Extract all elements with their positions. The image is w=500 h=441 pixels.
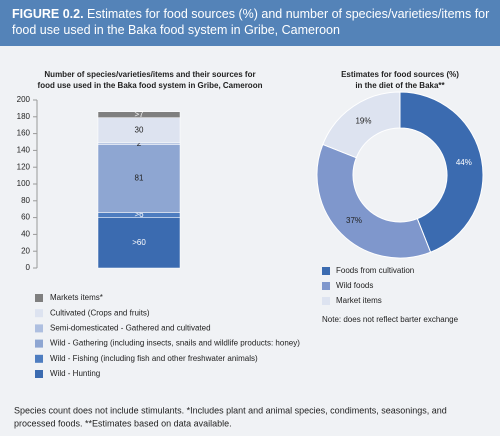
y-tick-label: 0 [26, 263, 31, 272]
footnote: Species count does not include stimulant… [14, 405, 447, 415]
y-tick-label: 80 [21, 196, 30, 205]
legend-swatch [35, 324, 43, 333]
note: Note: does not reflect barter exchange [322, 315, 459, 324]
y-tick-label: 60 [21, 213, 30, 222]
y-tick-label: 140 [17, 146, 31, 155]
header-band [0, 0, 500, 46]
legend-label: Wild - Gathering (including insects, sna… [50, 339, 300, 348]
value-label: 2 [137, 139, 142, 148]
bar-segment [97, 144, 181, 213]
legend-swatch [322, 297, 330, 305]
legend-label: Markets items* [50, 293, 103, 302]
value-label: 37% [346, 216, 362, 225]
legend-swatch [322, 267, 330, 275]
y-tick-label: 160 [17, 129, 31, 138]
chart-title: Number of species/varieties/items and th… [44, 70, 255, 79]
value-label: >60 [132, 238, 146, 247]
y-tick-label: 120 [17, 162, 31, 171]
chart-title: Estimates for food sources (%) [341, 70, 459, 79]
y-tick-label: 100 [17, 179, 31, 188]
legend-label: Cultivated (Crops and fruits) [50, 308, 150, 317]
bar-segment [97, 111, 181, 118]
chart-title: in the diet of the Baka** [355, 81, 445, 90]
figure-label: FIGURE 0.2. [12, 7, 84, 21]
value-label: 19% [355, 116, 371, 125]
bar-segment [97, 117, 181, 144]
figure-title: Estimates for food sources (%) and numbe… [12, 7, 490, 37]
chart-title: food use used in the Baka food system in… [38, 81, 263, 90]
value-label: >6 [134, 210, 144, 219]
footnote: processed foods. **Estimates based on da… [14, 418, 232, 428]
header: FIGURE 0.2. Estimates for food sources (… [12, 6, 492, 38]
donut-slice [399, 91, 484, 253]
legend-swatch [35, 354, 43, 363]
value-label: >7 [134, 110, 144, 119]
legend-swatch [35, 309, 43, 318]
header-text: FIGURE 0.2. Estimates for food sources (… [12, 6, 492, 38]
legend-swatch [35, 339, 43, 348]
legend-label: Wild foods [336, 281, 373, 290]
legend-label: Semi-domesticated - Gathered and cultiva… [50, 324, 211, 333]
value-label: 44% [456, 158, 472, 167]
y-tick-label: 200 [17, 95, 31, 104]
value-label: 81 [135, 174, 144, 183]
legend-label: Wild - Fishing (including fish and other… [50, 354, 258, 363]
donut-slice [322, 91, 401, 159]
legend-swatch [35, 294, 43, 302]
legend-swatch [322, 282, 330, 290]
y-tick-label: 40 [21, 230, 30, 239]
value-label: 30 [135, 125, 144, 134]
legend-label: Foods from cultivation [336, 266, 414, 275]
legend-label: Market items [336, 296, 382, 305]
y-tick-label: 20 [21, 246, 30, 255]
donut-slice [316, 143, 432, 259]
legend-swatch [35, 370, 43, 378]
legend-label: Wild - Hunting [50, 369, 100, 378]
y-tick-label: 180 [17, 112, 31, 121]
